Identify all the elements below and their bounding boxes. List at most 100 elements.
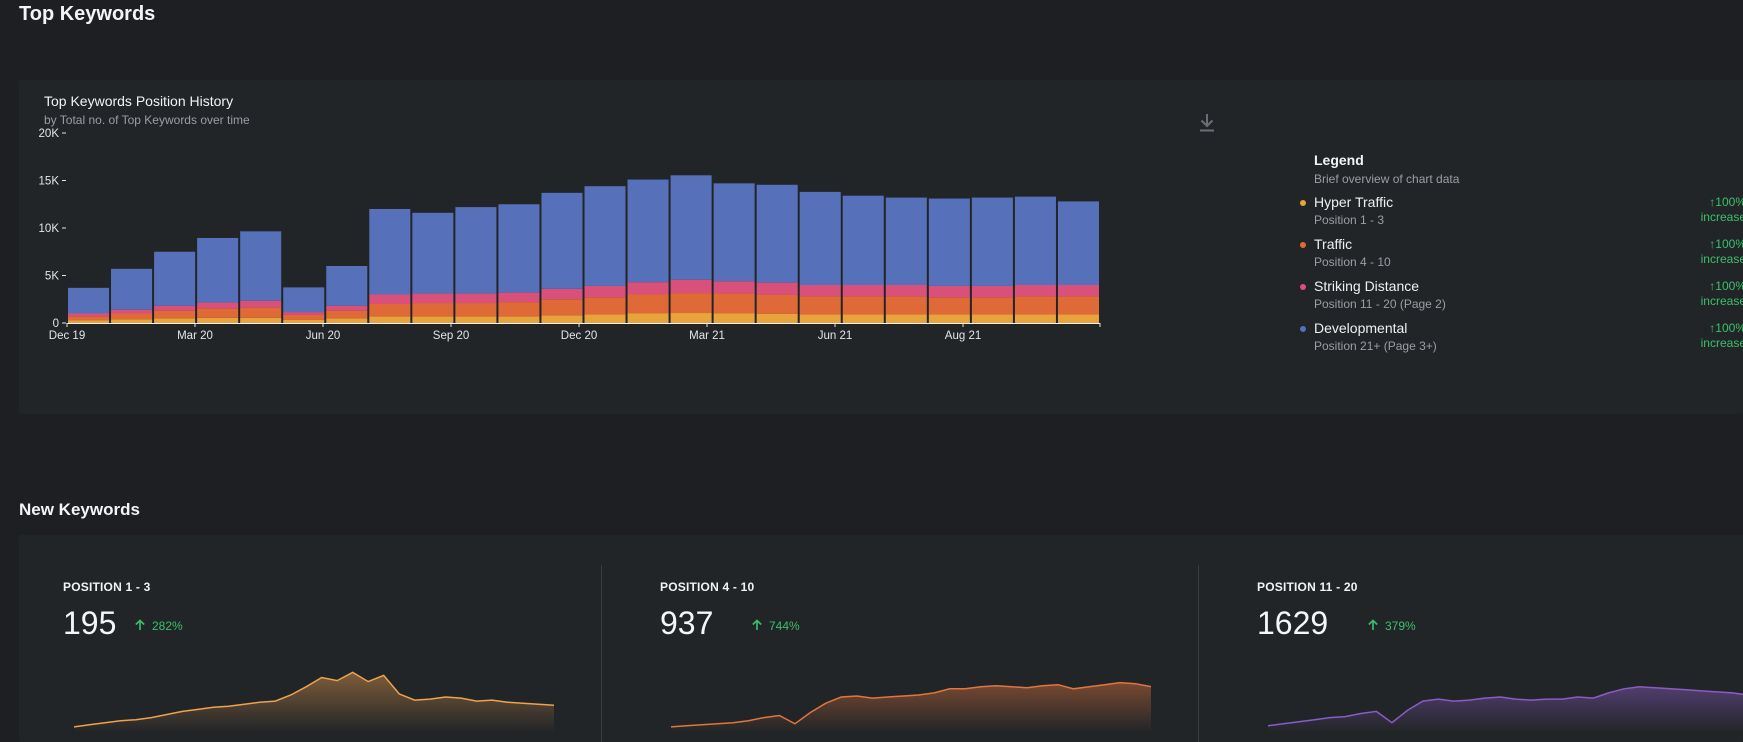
- bar-striking-distance[interactable]: [885, 285, 927, 297]
- bar-striking-distance[interactable]: [326, 305, 368, 311]
- bar-traffic[interactable]: [68, 316, 110, 321]
- bar-traffic[interactable]: [283, 314, 325, 320]
- bar-developmental[interactable]: [412, 212, 454, 294]
- bar-developmental[interactable]: [799, 191, 841, 285]
- bar-striking-distance[interactable]: [670, 279, 712, 294]
- bar-traffic[interactable]: [842, 296, 884, 315]
- bar-hyper-traffic[interactable]: [111, 319, 153, 323]
- bar-traffic[interactable]: [455, 303, 497, 317]
- bar-traffic[interactable]: [369, 304, 411, 317]
- bar-hyper-traffic[interactable]: [455, 316, 497, 323]
- bar-hyper-traffic[interactable]: [412, 316, 454, 323]
- legend-item-developmental[interactable]: Developmental Position 21+ (Page 3+) ↑10…: [1300, 320, 1743, 362]
- bar-developmental[interactable]: [842, 195, 884, 285]
- bar-developmental[interactable]: [455, 207, 497, 294]
- bar-traffic[interactable]: [971, 297, 1013, 315]
- bar-hyper-traffic[interactable]: [369, 316, 411, 323]
- bar-striking-distance[interactable]: [584, 285, 626, 298]
- bar-traffic[interactable]: [627, 294, 669, 314]
- legend-item-striking-distance[interactable]: Striking Distance Position 11 - 20 (Page…: [1300, 278, 1743, 320]
- bar-developmental[interactable]: [68, 287, 110, 314]
- bar-striking-distance[interactable]: [68, 313, 110, 317]
- bar-developmental[interactable]: [498, 204, 540, 293]
- bar-hyper-traffic[interactable]: [756, 313, 798, 323]
- bar-developmental[interactable]: [326, 266, 368, 306]
- bar-developmental[interactable]: [154, 251, 196, 306]
- bar-hyper-traffic[interactable]: [627, 313, 669, 324]
- bar-developmental[interactable]: [240, 231, 282, 301]
- bar-developmental[interactable]: [756, 184, 798, 283]
- bar-developmental[interactable]: [111, 268, 153, 310]
- bar-hyper-traffic[interactable]: [283, 319, 325, 323]
- bar-hyper-traffic[interactable]: [670, 313, 712, 323]
- bar-traffic[interactable]: [541, 299, 583, 316]
- bar-striking-distance[interactable]: [971, 285, 1013, 298]
- bar-developmental[interactable]: [670, 175, 712, 280]
- bar-hyper-traffic[interactable]: [713, 313, 755, 324]
- bar-hyper-traffic[interactable]: [885, 314, 927, 323]
- bar-developmental[interactable]: [627, 179, 669, 283]
- bar-developmental[interactable]: [885, 197, 927, 285]
- legend-item-traffic[interactable]: Traffic Position 4 - 10 ↑100% increase: [1300, 236, 1743, 278]
- bar-striking-distance[interactable]: [627, 282, 669, 295]
- bar-developmental[interactable]: [928, 198, 970, 286]
- bar-developmental[interactable]: [197, 237, 239, 303]
- bar-hyper-traffic[interactable]: [842, 314, 884, 323]
- bar-striking-distance[interactable]: [799, 285, 841, 297]
- bar-striking-distance[interactable]: [154, 305, 196, 311]
- bar-striking-distance[interactable]: [713, 281, 755, 294]
- bar-traffic[interactable]: [799, 296, 841, 315]
- bar-striking-distance[interactable]: [283, 312, 325, 315]
- legend-item-hyper-traffic[interactable]: Hyper Traffic Position 1 - 3 ↑100% increa…: [1300, 194, 1743, 236]
- bar-striking-distance[interactable]: [240, 300, 282, 308]
- bar-traffic[interactable]: [240, 307, 282, 318]
- bar-traffic[interactable]: [197, 308, 239, 318]
- bar-hyper-traffic[interactable]: [326, 318, 368, 323]
- new-keywords-card-position-11-20[interactable]: POSITION 11 - 20 1629 379%: [1213, 535, 1743, 742]
- bar-striking-distance[interactable]: [928, 285, 970, 298]
- bar-traffic[interactable]: [670, 293, 712, 314]
- bar-striking-distance[interactable]: [842, 285, 884, 297]
- bar-striking-distance[interactable]: [541, 288, 583, 300]
- bar-striking-distance[interactable]: [1014, 285, 1056, 297]
- bar-hyper-traffic[interactable]: [799, 314, 841, 323]
- bar-traffic[interactable]: [326, 310, 368, 319]
- bar-traffic[interactable]: [1057, 296, 1099, 315]
- bar-hyper-traffic[interactable]: [928, 314, 970, 323]
- bar-traffic[interactable]: [713, 293, 755, 314]
- bar-traffic[interactable]: [111, 313, 153, 320]
- bar-hyper-traffic[interactable]: [971, 314, 1013, 323]
- bar-traffic[interactable]: [154, 310, 196, 319]
- bar-hyper-traffic[interactable]: [1057, 314, 1099, 323]
- bar-traffic[interactable]: [498, 302, 540, 317]
- bar-hyper-traffic[interactable]: [541, 315, 583, 323]
- bar-developmental[interactable]: [541, 192, 583, 289]
- new-keywords-card-position-1-3[interactable]: POSITION 1 - 3 195 282%: [19, 535, 616, 742]
- bar-striking-distance[interactable]: [369, 294, 411, 305]
- bar-striking-distance[interactable]: [412, 293, 454, 304]
- bar-traffic[interactable]: [584, 297, 626, 315]
- bar-striking-distance[interactable]: [197, 302, 239, 309]
- bar-developmental[interactable]: [971, 197, 1013, 286]
- bar-developmental[interactable]: [1057, 201, 1099, 285]
- new-keywords-card-position-4-10[interactable]: POSITION 4 - 10 937 744%: [616, 535, 1213, 742]
- bar-hyper-traffic[interactable]: [498, 316, 540, 323]
- bar-striking-distance[interactable]: [455, 293, 497, 304]
- bar-hyper-traffic[interactable]: [584, 314, 626, 323]
- bar-hyper-traffic[interactable]: [154, 318, 196, 323]
- bar-hyper-traffic[interactable]: [197, 317, 239, 323]
- bar-traffic[interactable]: [885, 296, 927, 315]
- bar-striking-distance[interactable]: [111, 309, 153, 314]
- bar-developmental[interactable]: [713, 183, 755, 282]
- bar-developmental[interactable]: [584, 186, 626, 286]
- bar-traffic[interactable]: [1014, 296, 1056, 315]
- bar-striking-distance[interactable]: [1057, 285, 1099, 297]
- bar-striking-distance[interactable]: [498, 292, 540, 303]
- bar-hyper-traffic[interactable]: [1014, 314, 1056, 323]
- bar-striking-distance[interactable]: [756, 282, 798, 295]
- bar-traffic[interactable]: [412, 303, 454, 317]
- bar-developmental[interactable]: [283, 287, 325, 313]
- bar-developmental[interactable]: [1014, 196, 1056, 285]
- download-button[interactable]: [1196, 110, 1218, 134]
- bar-hyper-traffic[interactable]: [240, 317, 282, 323]
